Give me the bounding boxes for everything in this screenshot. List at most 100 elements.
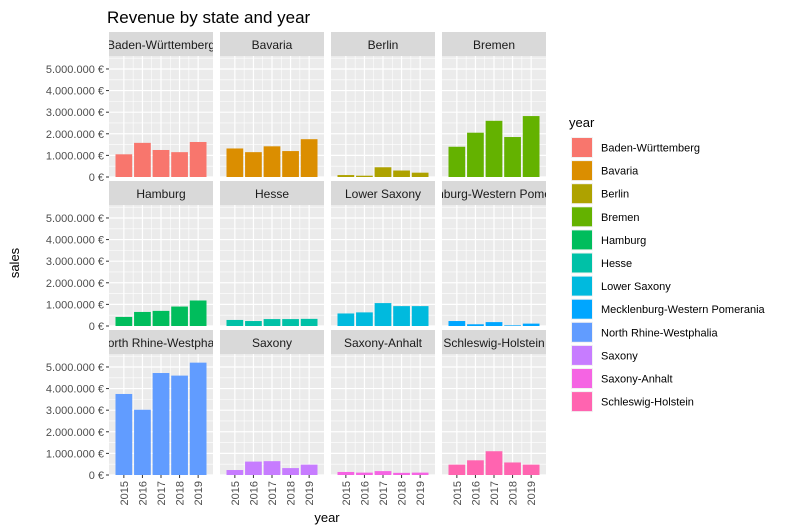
bar-bremen-2018 (504, 137, 521, 177)
y-tick-label: 1.000.000 € (46, 448, 104, 460)
bar-saxony-2016 (245, 461, 262, 475)
x-tick-label: 2019 (193, 481, 205, 505)
facet-strip-label: nburg-Western Pome (437, 187, 551, 201)
legend-label: Bremen (601, 212, 640, 224)
bar-saxony-anhalt-2018 (393, 472, 410, 475)
legend-item: Berlin (571, 183, 629, 205)
y-tick-label: 4.000.000 € (46, 384, 104, 396)
facet-strip-label: Berlin (368, 38, 399, 52)
bar-saxony-anhalt-2019 (411, 472, 429, 475)
bar-bremen-2016 (467, 132, 484, 177)
bar-bavaria-2019 (300, 139, 318, 177)
bar-north-rhine-westphalia-2017 (152, 373, 170, 475)
x-tick-label: 2017 (267, 481, 279, 505)
facet-strip-label: Saxony (252, 336, 292, 350)
legend-label: Baden-Württemberg (601, 143, 700, 155)
facet-bremen: Bremen (442, 32, 546, 178)
legend-label: Saxony-Anhalt (601, 374, 673, 386)
legend-title: year (569, 115, 595, 130)
y-tick-label: 4.000.000 € (46, 86, 104, 98)
legend-item: Saxony-Anhalt (571, 368, 673, 389)
bar-baden-w-rttemberg-2019 (189, 141, 207, 177)
x-tick-label: 2017 (156, 481, 168, 505)
legend-label: Hamburg (601, 235, 646, 247)
bar-berlin-2015 (337, 175, 355, 177)
facet-strip (109, 181, 213, 205)
legend-item: North Rhine-Westphalia (571, 321, 718, 343)
bar-baden-w-rttemberg-2018 (171, 152, 188, 177)
bar-hesse-2017 (263, 319, 281, 326)
y-tick-label: 1.000.000 € (46, 150, 104, 162)
bar-north-rhine-westphalia-2018 (171, 375, 188, 475)
facet-strip-label: Bremen (473, 38, 515, 52)
bar-north-rhine-westphalia-2016 (134, 409, 151, 475)
facet-strip (331, 32, 435, 56)
bar-hesse-2016 (245, 321, 262, 326)
legend-label: Bavaria (601, 166, 639, 178)
y-axis-title: sales (7, 247, 22, 278)
bar-north-rhine-westphalia-2019 (189, 362, 207, 475)
x-tick-label: 2016 (359, 481, 371, 505)
x-tick-label: 2019 (304, 481, 316, 505)
facet-saxony-anhalt: Saxony-Anhalt 2015 2016 2017 2018 2019 (331, 330, 435, 505)
facet-saxony: Saxony 2015 2016 2017 2018 2019 (220, 330, 324, 505)
legend-swatch (572, 392, 592, 412)
legend-swatch (572, 230, 592, 250)
legend-label: Lower Saxony (601, 281, 671, 293)
facet-berlin: Berlin (331, 32, 435, 178)
facet-strip (220, 32, 324, 56)
facet-strip-label: Lower Saxony (345, 187, 421, 201)
y-tick-label: 0 € (89, 470, 104, 482)
legend-item: Saxony (571, 344, 638, 366)
x-tick-label: 2015 (230, 481, 242, 505)
x-tick-label: 2016 (470, 481, 482, 505)
legend-swatch (572, 253, 592, 273)
y-tick-label: 4.000.000 € (46, 235, 104, 247)
legend-label: Mecklenburg-Western Pomerania (601, 304, 766, 316)
legend-swatch (572, 161, 592, 181)
bar-schleswig-holstein-2015 (448, 464, 466, 475)
bar-schleswig-holstein-2019 (522, 464, 540, 475)
y-tick-label: 3.000.000 € (46, 107, 104, 119)
y-tick-label: 3.000.000 € (46, 405, 104, 417)
y-tick-label: 2.000.000 € (46, 129, 104, 141)
legend-item: Hamburg (571, 229, 646, 251)
bar-hamburg-2018 (171, 306, 188, 326)
legend-swatch (572, 184, 592, 204)
x-tick-label: 2015 (119, 481, 131, 505)
y-tick-label: 0 € (89, 321, 104, 333)
bar-mecklenburg-western-pomerania-2017 (485, 322, 503, 326)
bar-berlin-2016 (356, 175, 373, 177)
x-tick-label: 2018 (286, 481, 298, 505)
bar-bavaria-2016 (245, 152, 262, 177)
legend-label: Saxony (601, 350, 638, 362)
legend-swatch (572, 345, 592, 365)
bar-mecklenburg-western-pomerania-2018 (504, 325, 521, 326)
x-tick-label: 2015 (341, 481, 353, 505)
x-tick-label: 2016 (137, 481, 149, 505)
x-tick-label: 2018 (508, 481, 520, 505)
facet-strip (109, 32, 213, 56)
bar-hesse-2018 (282, 319, 299, 326)
y-tick-label: 2.000.000 € (46, 427, 104, 439)
facet-hamburg: Hamburg 0 € 1.000.000 € 2.000.000 € 3.000.00… (46, 181, 213, 333)
facet-mecklenburg-western-pomerania: nburg-Western Pome (437, 181, 551, 327)
y-tick-label: 3.000.000 € (46, 256, 104, 268)
bar-mecklenburg-western-pomerania-2016 (467, 324, 484, 326)
facet-bavaria: Bavaria (220, 32, 324, 178)
bar-hesse-2015 (226, 319, 244, 326)
legend-item: Lower Saxony (571, 275, 671, 297)
facet-hesse: Hesse (220, 181, 324, 327)
y-tick-label: 5.000.000 € (46, 213, 104, 225)
facet-strip-label: Baden-Württemberg (107, 38, 215, 52)
bar-saxony-2015 (226, 470, 244, 475)
facet-schleswig-holstein: Schleswig-Holstein 2015 2016 2017 2018 2019 (442, 330, 546, 505)
facet-panels: Baden-Württemberg 0 € 1.000.000 € 2.000.000… (46, 32, 551, 505)
legend-item: Mecklenburg-Western Pomerania (571, 298, 766, 320)
bar-hamburg-2015 (115, 316, 133, 326)
bar-bavaria-2018 (282, 151, 299, 177)
bar-bremen-2017 (485, 120, 503, 177)
bar-bremen-2019 (522, 116, 540, 177)
legend-label: Berlin (601, 189, 629, 201)
